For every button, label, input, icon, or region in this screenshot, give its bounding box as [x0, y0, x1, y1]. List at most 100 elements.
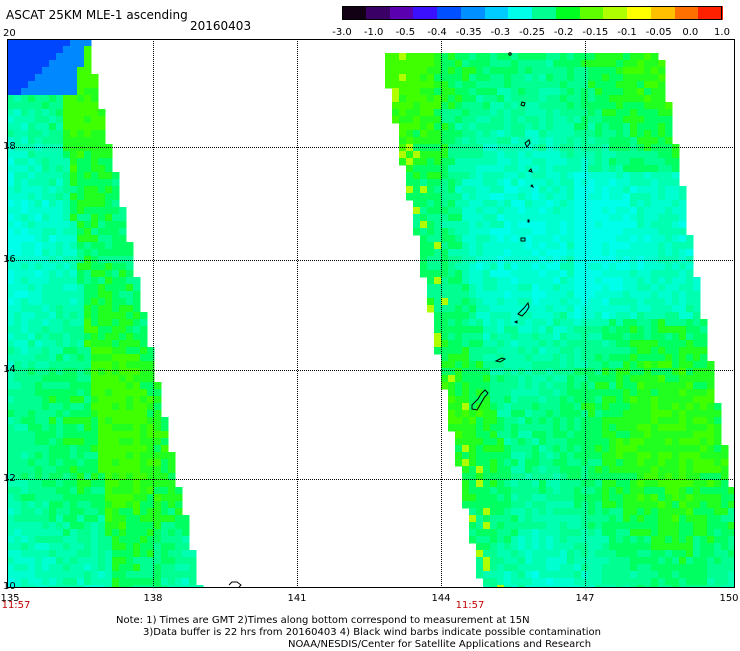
note-line-3: NOAA/NESDIS/Center for Satellite Applica…	[288, 639, 592, 650]
swath-cell	[21, 361, 29, 369]
swath-cell	[651, 340, 659, 348]
swath-cell	[98, 389, 106, 397]
swath-cell	[609, 109, 617, 117]
swath-cell	[42, 256, 50, 264]
swath-cell	[532, 207, 540, 215]
swath-cell	[532, 74, 540, 82]
swath-cell	[483, 242, 491, 250]
swath-cell	[623, 305, 631, 313]
swath-cell	[63, 452, 71, 460]
swath-cell	[84, 361, 92, 369]
swath-cell	[63, 298, 71, 306]
swath-cell	[77, 193, 85, 201]
swath-cell	[28, 235, 36, 243]
swath-cell	[35, 242, 43, 250]
swath-cell	[567, 53, 575, 61]
swath-cell	[532, 186, 540, 194]
swath-cell	[420, 249, 428, 257]
swath-cell	[49, 277, 57, 285]
swath-cell	[630, 193, 638, 201]
swath-cell	[49, 158, 57, 166]
swath-cell	[84, 200, 92, 208]
swath-cell	[35, 340, 43, 348]
swath-cell	[448, 130, 456, 138]
swath-cell	[70, 466, 78, 474]
swath-cell	[140, 347, 148, 355]
swath-cell	[49, 305, 57, 313]
swath-cell	[693, 291, 701, 299]
swath-cell	[658, 368, 666, 376]
swath-cell	[707, 403, 715, 411]
colorbar-swatch	[650, 6, 675, 20]
swath-cell	[525, 319, 533, 327]
swath-cell	[637, 123, 645, 131]
swath-cell	[644, 179, 652, 187]
swath-cell	[63, 102, 71, 110]
swath-cell	[637, 200, 645, 208]
swath-cell	[84, 67, 92, 75]
swath-cell	[168, 564, 176, 572]
swath-cell	[504, 375, 512, 383]
swath-cell	[637, 151, 645, 159]
swath-cell	[602, 249, 610, 257]
swath-cell	[7, 263, 15, 271]
swath-cell	[504, 67, 512, 75]
swath-cell	[546, 116, 554, 124]
swath-cell	[469, 235, 477, 243]
swath-cell	[462, 249, 470, 257]
swath-cell	[147, 585, 155, 588]
swath-cell	[7, 445, 15, 453]
swath-cell	[49, 473, 57, 481]
swath-cell	[14, 88, 22, 96]
swath-cell	[630, 326, 638, 334]
swath-cell	[392, 81, 400, 89]
swath-cell	[602, 368, 610, 376]
swath-cell	[658, 165, 666, 173]
swath-cell	[553, 368, 561, 376]
swath-cell	[630, 319, 638, 327]
swath-cell	[476, 242, 484, 250]
swath-cell	[91, 529, 99, 537]
swath-cell	[98, 578, 106, 586]
swath-cell	[539, 347, 547, 355]
swath-cell	[588, 200, 596, 208]
swath-cell	[595, 396, 603, 404]
swath-cell	[490, 151, 498, 159]
swath-cell	[28, 529, 36, 537]
swath-cell	[98, 585, 106, 588]
swath-cell	[574, 109, 582, 117]
island	[520, 237, 526, 242]
swath-cell	[28, 438, 36, 446]
swath-cell	[504, 130, 512, 138]
swath-cell	[427, 102, 435, 110]
swath-cell	[679, 417, 687, 425]
swath-cell	[651, 81, 659, 89]
swath-cell	[14, 578, 22, 586]
swath-cell	[91, 95, 99, 103]
swath-cell	[77, 256, 85, 264]
swath-cell	[21, 228, 29, 236]
swath-cell	[658, 312, 666, 320]
swath-cell	[483, 361, 491, 369]
swath-cell	[546, 179, 554, 187]
swath-cell	[77, 242, 85, 250]
swath-cell	[63, 473, 71, 481]
lat-label-16: 16	[3, 254, 16, 265]
swath-cell	[413, 214, 421, 222]
swath-cell	[77, 88, 85, 96]
swath-cell	[588, 88, 596, 96]
swath-cell	[700, 326, 708, 334]
swath-cell	[497, 326, 505, 334]
swath-cell	[70, 515, 78, 523]
swath-cell	[462, 102, 470, 110]
swath-cell	[588, 81, 596, 89]
swath-cell	[511, 284, 519, 292]
swath-cell	[399, 151, 407, 159]
swath-cell	[105, 466, 113, 474]
swath-cell	[462, 382, 470, 390]
swath-cell	[14, 459, 22, 467]
swath-cell	[119, 221, 127, 229]
swath-cell	[686, 284, 694, 292]
swath-cell	[91, 130, 99, 138]
swath-cell	[84, 536, 92, 544]
